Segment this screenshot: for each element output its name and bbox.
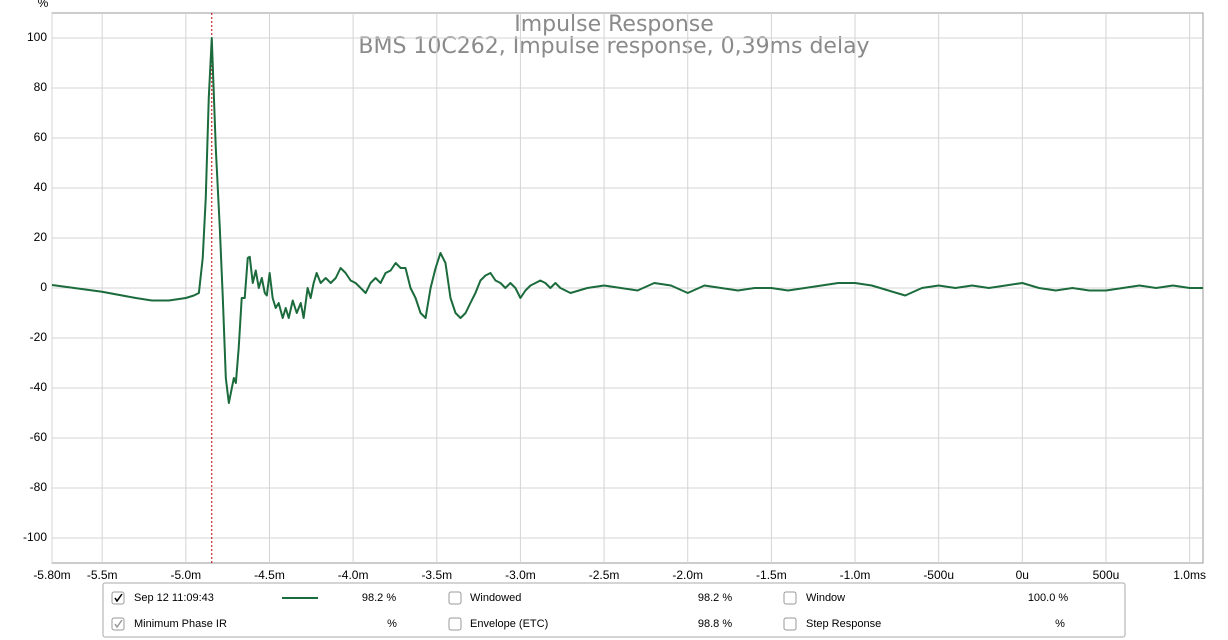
checkmark xyxy=(114,619,123,629)
x-tick-label: -500u xyxy=(923,568,954,582)
legend-panel xyxy=(102,582,1126,638)
y-tick-label: 20 xyxy=(34,230,48,244)
x-tick-label: -2.0m xyxy=(672,568,703,582)
legend-label: Minimum Phase IR xyxy=(134,618,227,630)
y-tick-label: -40 xyxy=(30,380,48,394)
x-tick-label: -4.5m xyxy=(254,568,285,582)
x-tick-label: 1.0ms xyxy=(1173,568,1206,582)
y-tick-label: -20 xyxy=(30,330,48,344)
checkmark xyxy=(114,593,123,603)
checkbox[interactable] xyxy=(783,591,797,605)
x-tick-label: 0u xyxy=(1016,568,1029,582)
checkbox[interactable] xyxy=(111,591,125,605)
x-tick-label: -5.5m xyxy=(87,568,118,582)
y-tick-label: 100 xyxy=(27,30,47,44)
checkbox[interactable] xyxy=(448,617,462,631)
legend-value: 100.0 % xyxy=(1028,592,1069,604)
legend-label: Step Response xyxy=(806,618,881,630)
y-tick-label: 40 xyxy=(34,180,48,194)
x-tick-label: -5.80m xyxy=(33,568,70,582)
chart-title: Impulse Response xyxy=(514,12,714,37)
x-tick-label: -1.0m xyxy=(840,568,871,582)
x-tick-label: -3.5m xyxy=(421,568,452,582)
legend-label: Envelope (ETC) xyxy=(470,618,548,630)
legend-label: Windowed xyxy=(470,592,521,604)
y-tick-label: -80 xyxy=(30,480,48,494)
series-line xyxy=(51,37,1203,404)
x-tick-label: -3.0m xyxy=(505,568,536,582)
y-axis-label: % xyxy=(38,0,49,10)
x-tick-label: -4.0m xyxy=(338,568,369,582)
y-tick-label: 0 xyxy=(40,280,47,294)
legend-entry: Sep 12 11:09:43 xyxy=(134,592,214,604)
y-tick-label: 60 xyxy=(34,130,48,144)
x-tick-label: -5.0m xyxy=(170,568,201,582)
y-tick-label: -100 xyxy=(23,530,47,544)
legend-value: 98.2 % xyxy=(362,592,396,604)
x-tick-label: -2.5m xyxy=(589,568,620,582)
y-tick-label: 80 xyxy=(34,80,48,94)
y-tick-label: -60 xyxy=(30,430,48,444)
legend-value: % xyxy=(387,618,397,630)
checkbox[interactable] xyxy=(783,617,797,631)
legend-value: % xyxy=(1055,618,1065,630)
x-tick-label: 500u xyxy=(1093,568,1120,582)
legend-value: 98.8 % xyxy=(698,618,732,630)
x-tick-label: -1.5m xyxy=(756,568,787,582)
checkbox[interactable] xyxy=(448,591,462,605)
legend-label: Window xyxy=(806,592,845,604)
checkbox[interactable] xyxy=(111,617,125,631)
legend-value: 98.2 % xyxy=(698,592,732,604)
